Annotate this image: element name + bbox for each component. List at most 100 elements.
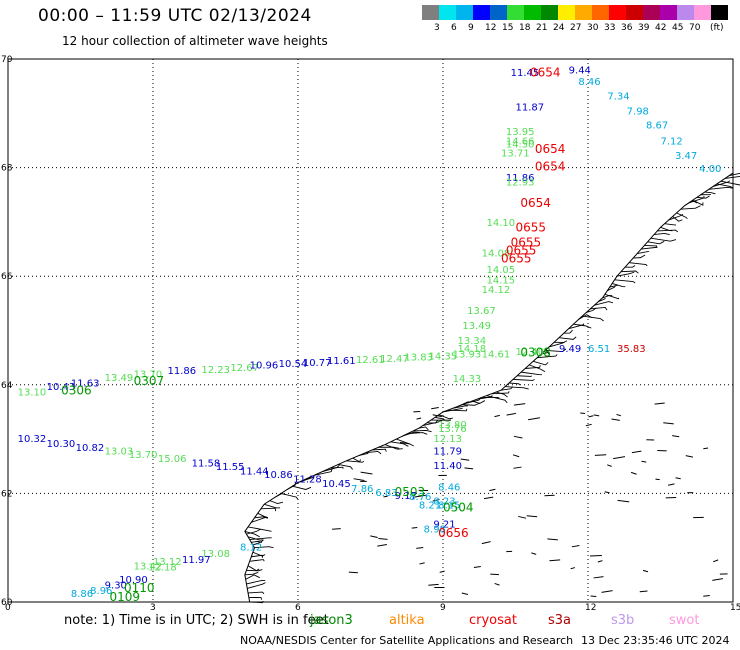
fjord-stroke	[607, 285, 616, 292]
lake-stroke	[588, 415, 594, 418]
generated-timestamp: 13 Dec 23:35:46 UTC 2024	[581, 634, 730, 647]
wave-height-value: 12.61	[356, 355, 385, 366]
lake-stroke	[512, 454, 520, 458]
lake-stroke	[616, 413, 621, 417]
map-title: 00:00 – 11:59 UTC 02/13/2024	[38, 6, 312, 26]
wave-height-value: 14.66	[506, 136, 535, 147]
wave-height-value: 13.12	[153, 557, 182, 568]
fjord-stroke	[442, 407, 463, 413]
lake-stroke	[360, 471, 373, 475]
lake-stroke	[685, 455, 694, 458]
lake-stroke	[617, 499, 630, 503]
wave-height-value: 10.32	[18, 434, 47, 445]
wave-height-value: 8.46	[438, 483, 460, 494]
fjord-stroke	[654, 232, 670, 236]
pass-time-label: 0654	[535, 142, 566, 156]
fjord-stroke	[286, 482, 297, 491]
fjord-stroke	[724, 176, 740, 179]
wave-height-value: 11.40	[433, 461, 462, 472]
fjord-stroke	[249, 559, 265, 562]
lon-tick-label: 9	[440, 603, 446, 613]
wave-height-value: 11.87	[516, 103, 545, 114]
lake-stroke	[513, 466, 522, 469]
wave-height-value: 13.95	[506, 127, 535, 138]
fjord-stroke	[247, 565, 260, 572]
wave-height-value: 13.67	[467, 306, 496, 317]
lake-stroke	[428, 583, 439, 586]
lat-tick-label: 70	[1, 55, 13, 65]
wave-height-value: 14.10	[487, 218, 516, 229]
pass-time-label: 0654	[530, 65, 561, 79]
scale-swatch	[677, 5, 694, 20]
pass-time-label: 0655	[516, 221, 547, 235]
fjord-stroke	[525, 365, 541, 369]
lon-tick-label: 3	[150, 603, 156, 613]
wave-height-value: 12.47	[380, 354, 409, 365]
fjord-stroke	[260, 507, 277, 512]
lake-stroke	[585, 423, 592, 427]
pass-time-label: 0656	[438, 526, 469, 540]
pass-time-label: 0306	[61, 384, 92, 398]
wave-height-value: 11.44	[240, 466, 269, 477]
wave-height-value: 9.17	[395, 491, 417, 502]
fjord-stroke	[598, 297, 606, 302]
lake-stroke	[518, 515, 527, 519]
lake-stroke	[473, 566, 481, 568]
fjord-stroke	[305, 475, 315, 480]
lake-stroke	[654, 402, 665, 405]
lake-stroke	[570, 567, 576, 570]
fjord-stroke	[660, 226, 673, 232]
lake-stroke	[506, 412, 516, 416]
pass-time-label: 0109	[110, 590, 141, 604]
fjord-stroke	[563, 329, 573, 334]
lake-stroke	[712, 578, 723, 581]
pass-time-label: 0504	[443, 500, 474, 514]
lake-stroke	[353, 478, 365, 482]
fjord-stroke	[573, 323, 592, 329]
scale-swatch	[422, 5, 439, 20]
scale-tick-label: 9	[468, 23, 474, 33]
scale-tick-label: 39	[638, 23, 650, 33]
fjord-stroke	[244, 571, 259, 576]
wave-height-value: 12.93	[506, 178, 535, 189]
scale-swatch	[626, 5, 643, 20]
lake-stroke	[332, 528, 341, 530]
fjord-stroke	[676, 212, 688, 220]
fjord-stroke	[248, 591, 265, 595]
wave-height-value: 12.18	[148, 563, 177, 574]
wave-height-value: 13.49	[105, 373, 134, 384]
wave-height-value: 13.70	[134, 370, 163, 381]
lake-stroke	[416, 417, 422, 420]
fjord-stroke	[568, 323, 585, 330]
wave-height-value: 11.79	[433, 446, 462, 457]
fjord-stroke	[280, 492, 299, 500]
pass-time-label: 0110	[124, 581, 155, 595]
fjord-stroke	[422, 419, 443, 426]
fjord-stroke	[413, 429, 432, 433]
lake-stroke	[494, 414, 500, 418]
fjord-stroke	[430, 419, 451, 421]
fjord-stroke	[509, 382, 521, 386]
wave-height-value: 11.97	[182, 555, 211, 566]
scale-swatch	[473, 5, 490, 20]
lake-stroke	[489, 488, 496, 492]
wave-height-value: 13.49	[462, 321, 491, 332]
wave-height-value: 15.06	[158, 454, 187, 465]
pass-time-label: 0655	[501, 252, 532, 266]
lon-tick-label: 12	[585, 603, 596, 613]
fjord-stroke	[378, 446, 400, 449]
lake-stroke	[419, 562, 425, 565]
fjord-stroke	[533, 360, 549, 366]
lake-stroke	[431, 407, 439, 410]
fjord-stroke	[594, 301, 614, 306]
lon-tick-label: 6	[295, 603, 301, 613]
wave-height-value: 14.08	[482, 249, 511, 260]
wave-height-value: 10.82	[76, 443, 105, 454]
fjord-stroke	[582, 315, 604, 322]
fjord-stroke	[246, 528, 261, 535]
fjord-stroke	[471, 400, 486, 404]
scale-swatch	[592, 5, 609, 20]
lake-stroke	[399, 441, 410, 445]
credit-text: NOAA/NESDIS Center for Satellite Applica…	[240, 634, 574, 647]
